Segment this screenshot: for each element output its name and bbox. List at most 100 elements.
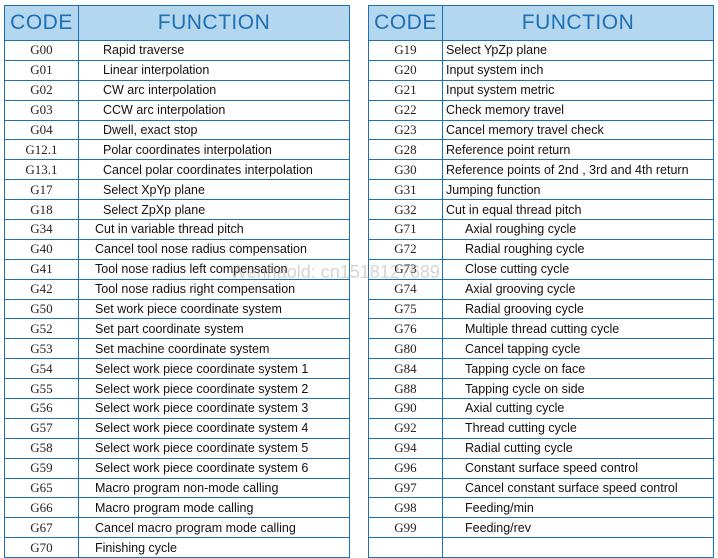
function-cell: Cancel tapping cycle bbox=[465, 341, 581, 356]
function-cell: Constant surface speed control bbox=[465, 461, 639, 476]
gcode-cell: G42 bbox=[5, 279, 79, 299]
function-cell: Axial cutting cycle bbox=[465, 401, 565, 416]
table-row: G88 Tapping cycle on side bbox=[369, 379, 713, 400]
gcode-cell: G56 bbox=[5, 399, 79, 418]
function-cell: Cancel tool nose radius compensation bbox=[95, 242, 307, 257]
table-row: G90 Axial cutting cycle bbox=[369, 399, 713, 419]
gcode-cell: G90 bbox=[369, 399, 443, 418]
function-cell: Finishing cycle bbox=[95, 540, 177, 555]
table-row: G94 Radial cutting cycle bbox=[369, 438, 713, 459]
table-row: G21 Input system metric bbox=[369, 80, 713, 101]
function-cell: Macro program non-mode calling bbox=[95, 481, 279, 496]
table-row: G40 Cancel tool nose radius compensation bbox=[5, 239, 349, 260]
table-row: G03 CCW arc interpolation bbox=[5, 100, 349, 121]
table-row: G84 Tapping cycle on face bbox=[369, 359, 713, 380]
gcode-cell: G31 bbox=[369, 180, 443, 200]
gcode-cell: G70 bbox=[5, 538, 79, 558]
function-cell: Select YpZp plane bbox=[446, 43, 547, 58]
gcode-cell: G96 bbox=[369, 458, 443, 478]
right-gcode-table: CODE FUNCTION G19 Select YpZp plane G20 Inp… bbox=[368, 5, 714, 558]
gcode-cell: G13.1 bbox=[5, 160, 79, 180]
gcode-cell: G59 bbox=[5, 458, 79, 478]
table-row: G59 Select work piece coordinate system 6 bbox=[5, 458, 349, 479]
table-row: G67 Cancel macro program mode calling bbox=[5, 518, 349, 539]
table-row: G97 Cancel constant surface speed control bbox=[369, 478, 713, 499]
table-row: G65 Macro program non-mode calling bbox=[5, 478, 349, 499]
table-row: G04 Dwell, exact stop bbox=[5, 120, 349, 141]
gcode-cell: G53 bbox=[5, 339, 79, 359]
gcode-cell: G74 bbox=[369, 279, 443, 299]
table-row: G19 Select YpZp plane bbox=[369, 41, 713, 61]
left-gcode-table: CODE FUNCTION G00 Rapid traverse G01 Linear… bbox=[4, 5, 350, 558]
function-cell: Select XpYp plane bbox=[103, 182, 205, 197]
table-row: G75 Radial grooving cycle bbox=[369, 299, 713, 320]
function-cell: Set machine coordinate system bbox=[95, 341, 270, 356]
function-cell: Feeding/min bbox=[465, 500, 534, 515]
function-cell: Cut in equal thread pitch bbox=[446, 202, 582, 217]
function-column-header: FUNCTION bbox=[521, 11, 635, 34]
gcode-cell: G84 bbox=[369, 359, 443, 379]
table-row: G99 Feeding/rev bbox=[369, 518, 713, 539]
gcode-cell: G41 bbox=[5, 259, 79, 279]
function-cell: Multiple thread cutting cycle bbox=[465, 321, 620, 336]
function-cell: Input system inch bbox=[446, 63, 544, 78]
table-row: G55 Select work piece coordinate system 2 bbox=[5, 379, 349, 400]
function-cell: Select work piece coordinate system 5 bbox=[95, 441, 309, 456]
gcode-cell: G98 bbox=[369, 498, 443, 518]
table-row: G00 Rapid traverse bbox=[5, 41, 349, 61]
table-row: G12.1 Polar coordinates interpolation bbox=[5, 140, 349, 161]
gcode-cell: G19 bbox=[369, 41, 443, 60]
table-row: G30 Reference points of 2nd , 3rd and 4th… bbox=[369, 160, 713, 181]
gcode-cell: G50 bbox=[5, 299, 79, 319]
table-row: G32 Cut in equal thread pitch bbox=[369, 200, 713, 221]
function-cell: Feeding/rev bbox=[465, 520, 532, 535]
function-cell: Cancel macro program mode calling bbox=[95, 520, 296, 535]
table-row: G70 Finishing cycle bbox=[5, 538, 349, 558]
gcode-cell: G34 bbox=[5, 220, 79, 239]
table-row: G22 Check memory travel bbox=[369, 100, 713, 121]
function-cell: Close cutting cycle bbox=[465, 262, 570, 277]
right-table-body: G19 Select YpZp plane G20 Input system inch… bbox=[369, 41, 713, 558]
code-column-header: CODE bbox=[5, 6, 79, 40]
gcode-cell: G55 bbox=[5, 379, 79, 399]
function-cell: Cut in variable thread pitch bbox=[95, 222, 244, 237]
table-row: G80 Cancel tapping cycle bbox=[369, 339, 713, 360]
table-row: G74 Axial grooving cycle bbox=[369, 279, 713, 300]
gcode-cell: G12.1 bbox=[5, 140, 79, 160]
table-row: G02 CW arc interpolation bbox=[5, 80, 349, 101]
function-cell: Radial cutting cycle bbox=[465, 441, 573, 456]
table-row bbox=[369, 538, 713, 558]
gcode-cell: G22 bbox=[369, 100, 443, 120]
gcode-cell: G30 bbox=[369, 160, 443, 180]
gcode-cell: G66 bbox=[5, 498, 79, 518]
function-cell: Linear interpolation bbox=[103, 63, 210, 78]
gcode-cell: G02 bbox=[5, 80, 79, 100]
function-cell: Rapid traverse bbox=[103, 43, 185, 58]
table-row: G71 Axial roughing cycle bbox=[369, 220, 713, 240]
gcode-cell: G20 bbox=[369, 60, 443, 80]
function-cell: Macro program mode calling bbox=[95, 500, 254, 515]
function-cell: Axial grooving cycle bbox=[465, 282, 576, 297]
table-row: G66 Macro program mode calling bbox=[5, 498, 349, 519]
table-row: G13.1 Cancel polar coordinates interpolat… bbox=[5, 160, 349, 181]
gcode-cell: G04 bbox=[5, 120, 79, 140]
gcode-cell: G18 bbox=[5, 200, 79, 220]
table-row: G57 Select work piece coordinate system 4 bbox=[5, 418, 349, 439]
table-row: G98 Feeding/min bbox=[369, 498, 713, 519]
gcode-cell bbox=[369, 538, 443, 558]
gcode-cell: G54 bbox=[5, 359, 79, 379]
gcode-cell: G28 bbox=[369, 140, 443, 160]
table-row: G52 Set part coordinate system bbox=[5, 319, 349, 340]
gcode-cell: G03 bbox=[5, 100, 79, 120]
left-table-header: CODE FUNCTION bbox=[5, 6, 349, 41]
table-row: G28 Reference point return bbox=[369, 140, 713, 161]
function-cell: CW arc interpolation bbox=[103, 83, 217, 98]
function-cell: Radial roughing cycle bbox=[465, 242, 585, 257]
table-row: G54 Select work piece coordinate system 1 bbox=[5, 359, 349, 380]
gcode-cell: G94 bbox=[369, 438, 443, 458]
table-row: G31 Jumping function bbox=[369, 180, 713, 201]
gcode-cell: G71 bbox=[369, 220, 443, 239]
gcode-cell: G99 bbox=[369, 518, 443, 538]
gcode-cell: G57 bbox=[5, 418, 79, 438]
table-row: G34 Cut in variable thread pitch bbox=[5, 220, 349, 240]
